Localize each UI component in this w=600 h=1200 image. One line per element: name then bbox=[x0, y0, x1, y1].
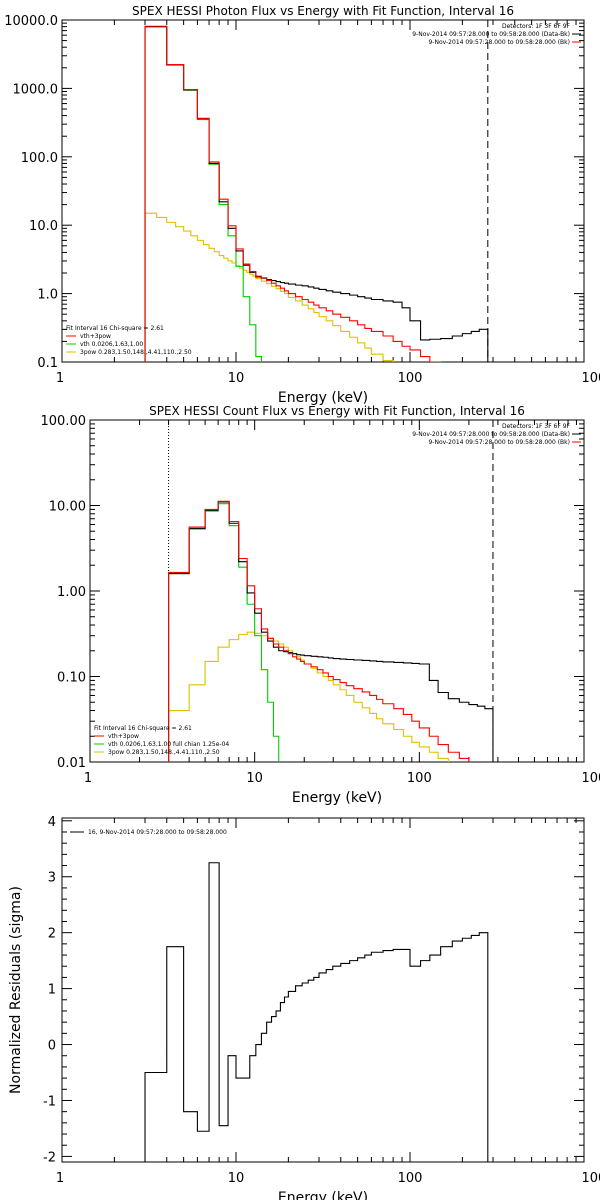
plot-area bbox=[168, 500, 494, 762]
info-line: Detectors: 1F 3F 6F 9F bbox=[502, 23, 571, 30]
x-axis-label: Energy (keV) bbox=[278, 390, 368, 406]
y-tick-label: 10.00 bbox=[49, 500, 86, 515]
x-tick-label: 10 bbox=[246, 771, 263, 786]
y-tick-label: 3 bbox=[48, 871, 56, 886]
chart-title: SPEX HESSI Count Flux vs Energy with Fit… bbox=[149, 404, 525, 418]
y-tick-label: 10000.0 bbox=[4, 14, 58, 29]
y-tick-label: 1 bbox=[48, 983, 56, 998]
x-tick-label: 1000 bbox=[581, 371, 600, 386]
info-line: 9-Nov-2014 09:57:28.000 to 09:58:28.000 … bbox=[412, 31, 570, 38]
plot-area bbox=[144, 862, 489, 1162]
nonthermal-series-line bbox=[168, 631, 449, 762]
x-tick-label: 10 bbox=[228, 371, 245, 386]
x-tick-label: 1 bbox=[56, 371, 64, 386]
nonthermal-series-line bbox=[144, 212, 394, 362]
x-axis-label: Energy (keV) bbox=[292, 790, 382, 806]
plot-frame bbox=[61, 817, 585, 1163]
info-line: Detectors: 1F 3F 6F 9F bbox=[502, 423, 571, 430]
y-tick-label: 100.0 bbox=[21, 151, 58, 166]
y-tick-label: 0 bbox=[48, 1039, 56, 1054]
info-line: 9-Nov-2014 09:57:28.000 to 09:58:28.000 … bbox=[428, 439, 570, 446]
y-tick-label: -2 bbox=[43, 1150, 56, 1165]
y-tick-label: 0.10 bbox=[57, 671, 86, 686]
plot-frame bbox=[89, 419, 585, 763]
residual-series-line bbox=[144, 862, 489, 1162]
y-tick-label: 1.00 bbox=[57, 585, 86, 600]
x-axis-label: Energy (keV) bbox=[278, 1190, 368, 1200]
x-tick-label: 1000 bbox=[581, 1171, 600, 1186]
count-flux-panel: SPEX HESSI Count Flux vs Energy with Fit… bbox=[41, 404, 600, 806]
x-tick-label: 100 bbox=[398, 371, 423, 386]
x-tick-label: 100 bbox=[398, 1171, 423, 1186]
y-tick-label: 2 bbox=[48, 927, 56, 942]
info-line: 9-Nov-2014 09:57:28.000 to 09:58:28.000 … bbox=[412, 431, 570, 438]
x-tick-label: 10 bbox=[228, 1171, 245, 1186]
legend-label: 3pow 0.283,1.50,148.,4.41,110.,2.50 bbox=[108, 749, 220, 756]
legend-label: vth 0.0206,1.63,1.00 full chian 1.25e-04 bbox=[108, 741, 229, 748]
legend-title: Fit Interval 16 Chi-square = 2.61 bbox=[94, 725, 192, 732]
y-tick-label: 4 bbox=[48, 815, 56, 830]
data-series-line bbox=[168, 501, 494, 762]
total-series-line bbox=[168, 500, 470, 762]
y-tick-label: 1.0 bbox=[37, 288, 58, 303]
info-line: 9-Nov-2014 09:57:28.000 to 09:58:28.000 … bbox=[428, 39, 570, 46]
y-tick-label: 1000.0 bbox=[13, 82, 59, 97]
thermal-series-line bbox=[144, 26, 262, 362]
plot-area bbox=[144, 25, 489, 362]
y-tick-label: 100.00 bbox=[41, 414, 87, 429]
x-tick-label: 1 bbox=[56, 1171, 64, 1186]
chart-title: SPEX HESSI Photon Flux vs Energy with Fi… bbox=[132, 4, 514, 18]
legend-label: vth 0.0206,1.63,1.00 bbox=[80, 341, 143, 348]
x-tick-label: 100 bbox=[407, 771, 432, 786]
residuals-panel: 1 10 100 1000 Energy (keV) -2 -1 0 1 2 3 4 Normalize… bbox=[8, 815, 600, 1200]
legend-label: 16, 9-Nov-2014 09:57:28.000 to 09:58:28.… bbox=[88, 829, 227, 836]
photon-flux-panel: SPEX HESSI Photon Flux vs Energy with Fi… bbox=[4, 4, 600, 406]
legend-label: 3pow 0.283,1.50,148.,4.41,110.,2.50 bbox=[80, 349, 192, 356]
plot-frame bbox=[61, 19, 585, 363]
y-axis-label: Normalized Residuals (sigma) bbox=[8, 886, 24, 1094]
legend-title: Fit Interval 16 Chi-square = 2.61 bbox=[66, 325, 164, 332]
x-tick-label: 1000 bbox=[581, 771, 600, 786]
legend-label: vth+3pow bbox=[108, 733, 139, 740]
y-tick-label: 10.0 bbox=[29, 219, 58, 234]
total-series-line bbox=[144, 25, 442, 362]
y-tick-label: -1 bbox=[43, 1094, 56, 1109]
x-tick-label: 1 bbox=[84, 771, 92, 786]
legend-label: vth+3pow bbox=[80, 333, 111, 340]
y-tick-label: 0.1 bbox=[37, 356, 58, 371]
y-tick-label: 0.01 bbox=[57, 756, 86, 771]
data-series-line bbox=[144, 26, 489, 362]
thermal-series-line bbox=[168, 503, 280, 762]
